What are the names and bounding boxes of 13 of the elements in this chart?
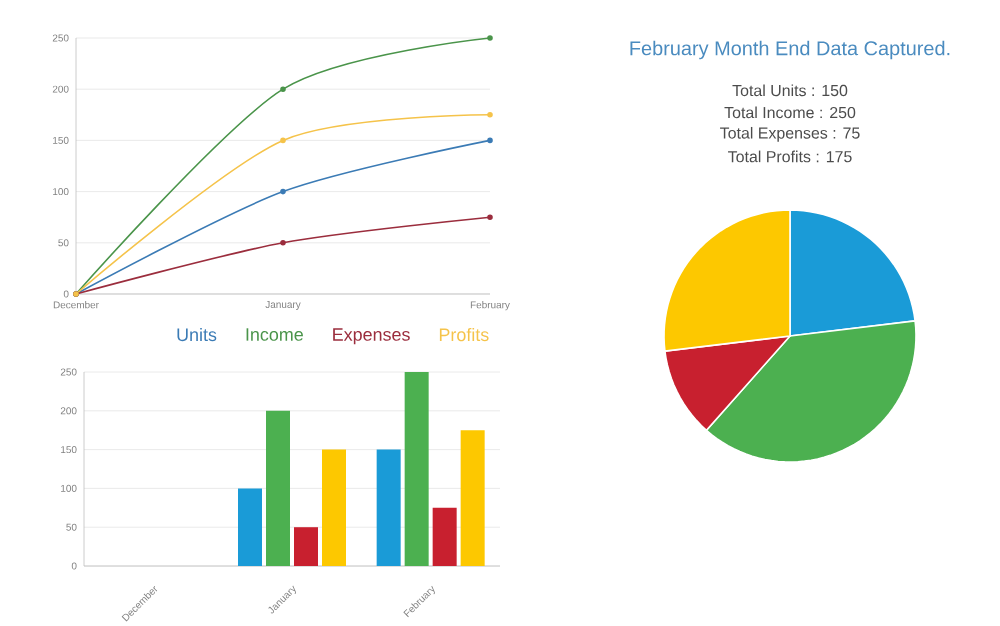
bar	[460, 430, 485, 566]
bar	[266, 410, 290, 566]
text: Expenses	[333, 328, 410, 345]
bar	[322, 449, 346, 566]
text: Income	[246, 328, 303, 341]
bar	[432, 507, 457, 566]
text: Profits	[439, 327, 489, 342]
bar	[294, 527, 318, 566]
bar	[376, 449, 401, 566]
text: Units	[177, 327, 217, 342]
bar	[404, 372, 429, 566]
bar	[238, 488, 262, 566]
chart-title: February Month End Data Captured.	[630, 40, 950, 60]
